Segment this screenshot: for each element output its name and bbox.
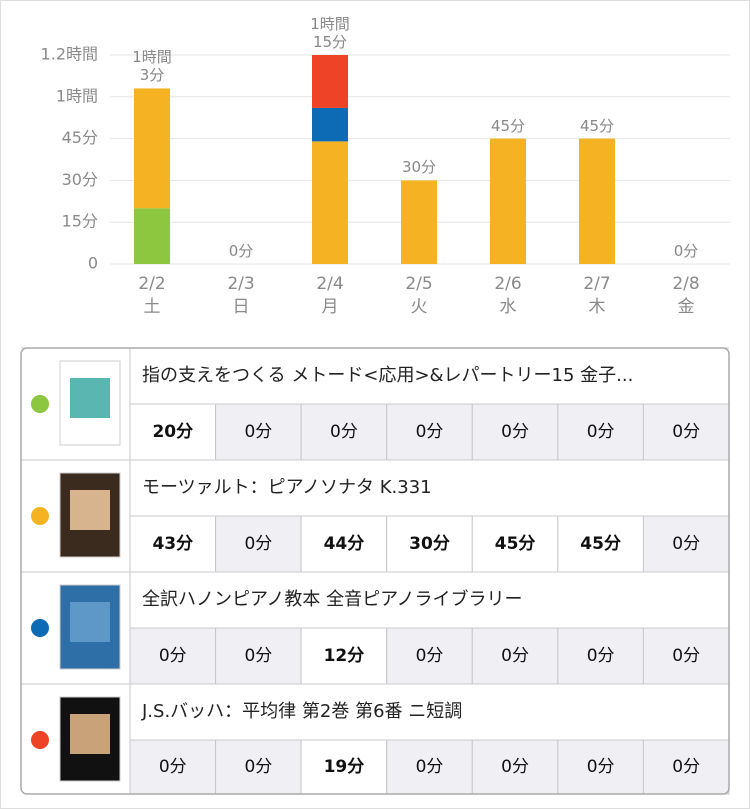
total-label: 0分 <box>673 242 699 260</box>
thumbnail-art <box>70 490 110 530</box>
day-value: 0分 <box>501 646 529 666</box>
day-cell <box>215 515 302 573</box>
y-tick-label: 0 <box>88 254 98 273</box>
day-value: 0分 <box>587 646 615 666</box>
day-value: 44分 <box>324 534 365 554</box>
day-value: 0分 <box>159 646 187 666</box>
day-cell <box>386 739 473 795</box>
total-label: 1時間 3分 <box>132 48 172 85</box>
x-tick-label: 2/6 <box>494 274 521 294</box>
day-cell <box>300 515 388 573</box>
day-value: 0分 <box>244 646 272 666</box>
day-cell <box>129 627 217 685</box>
thumbnail-art <box>70 378 110 418</box>
thumbnail-art <box>70 714 110 754</box>
day-cell <box>300 627 388 685</box>
day-cell <box>386 627 473 685</box>
day-value: 0分 <box>244 757 272 777</box>
y-tick-label: 1.2時間 <box>41 45 98 64</box>
total-label: 45分 <box>579 116 615 135</box>
day-value: 12分 <box>324 646 365 666</box>
x-tick-label: 2/7 <box>583 274 610 294</box>
day-cell <box>386 515 473 573</box>
day-value: 0分 <box>501 422 529 442</box>
x-tick-label: 2/3 <box>227 274 254 294</box>
x-tick-weekday: 火 <box>411 297 428 317</box>
bar-segment <box>134 208 170 264</box>
y-tick-label: 15分 <box>62 212 98 231</box>
total-label: 30分 <box>401 158 437 177</box>
day-value: 0分 <box>501 757 529 777</box>
bar-segment <box>579 138 615 264</box>
day-value: 20分 <box>152 422 193 442</box>
day-cell <box>300 739 388 795</box>
day-value: 19分 <box>324 757 365 777</box>
y-tick-label: 45分 <box>62 128 98 147</box>
row-title: モーツァルト：ピアノソナタ K.331 <box>142 477 432 498</box>
day-cell <box>386 403 473 461</box>
bar-segment <box>490 138 526 264</box>
bar-segment <box>312 107 348 142</box>
row-title: J.S.バッハ：平均律 第2巻 第6番 ニ短調 <box>141 701 462 722</box>
y-tick-label: 30分 <box>62 170 98 189</box>
bar-segment <box>134 88 170 209</box>
day-cell <box>642 515 730 573</box>
x-tick-weekday: 木 <box>589 297 606 317</box>
legend-dot <box>31 619 49 637</box>
bar-segment <box>401 180 437 264</box>
day-cell <box>215 403 302 461</box>
day-cell <box>557 739 644 795</box>
day-value: 0分 <box>330 422 358 442</box>
day-value: 0分 <box>672 422 700 442</box>
day-value: 0分 <box>159 757 187 777</box>
day-value: 0分 <box>416 646 444 666</box>
day-value: 43分 <box>152 534 193 554</box>
day-value: 0分 <box>672 534 700 554</box>
total-label: 1時間 15分 <box>310 15 350 51</box>
table-border <box>20 347 730 795</box>
day-cell <box>471 403 559 461</box>
x-tick-weekday: 日 <box>233 297 250 317</box>
day-value: 45分 <box>580 534 621 554</box>
total-label: 45分 <box>490 116 526 135</box>
day-cell <box>129 515 217 573</box>
day-value: 0分 <box>416 757 444 777</box>
day-value: 30分 <box>409 534 450 554</box>
day-value: 0分 <box>244 534 272 554</box>
legend-dot <box>31 395 49 413</box>
day-cell <box>300 403 388 461</box>
day-value: 0分 <box>244 422 272 442</box>
bar-segment <box>312 55 348 108</box>
day-cell <box>215 627 302 685</box>
y-tick-label: 1時間 <box>56 86 98 105</box>
x-tick-weekday: 金 <box>678 297 695 317</box>
day-cell <box>471 627 559 685</box>
x-tick-label: 2/8 <box>672 274 699 294</box>
legend-dot <box>31 731 49 749</box>
x-tick-weekday: 月 <box>322 297 339 317</box>
day-cell <box>557 403 644 461</box>
x-tick-label: 2/5 <box>405 274 432 294</box>
day-value: 0分 <box>587 757 615 777</box>
day-cell <box>471 515 559 573</box>
x-tick-weekday: 水 <box>500 297 517 317</box>
day-value: 0分 <box>587 422 615 442</box>
bar-segment <box>312 141 348 264</box>
total-label: 0分 <box>228 242 254 260</box>
x-tick-label: 2/4 <box>316 274 343 294</box>
row-title: 全訳ハノンピアノ教本 全音ピアノライブラリー <box>142 588 522 610</box>
thumbnail-art <box>70 602 110 642</box>
legend-dot <box>31 507 49 525</box>
row-title: 指の支えをつくる メトード<応用>&レパートリー15 金子... <box>142 365 633 386</box>
day-value: 45分 <box>495 534 536 554</box>
day-value: 0分 <box>672 646 700 666</box>
day-cell <box>557 515 644 573</box>
day-value: 0分 <box>416 422 444 442</box>
x-tick-weekday: 土 <box>144 297 161 317</box>
day-value: 0分 <box>672 757 700 777</box>
day-cell <box>471 739 559 795</box>
x-tick-label: 2/2 <box>138 274 165 294</box>
